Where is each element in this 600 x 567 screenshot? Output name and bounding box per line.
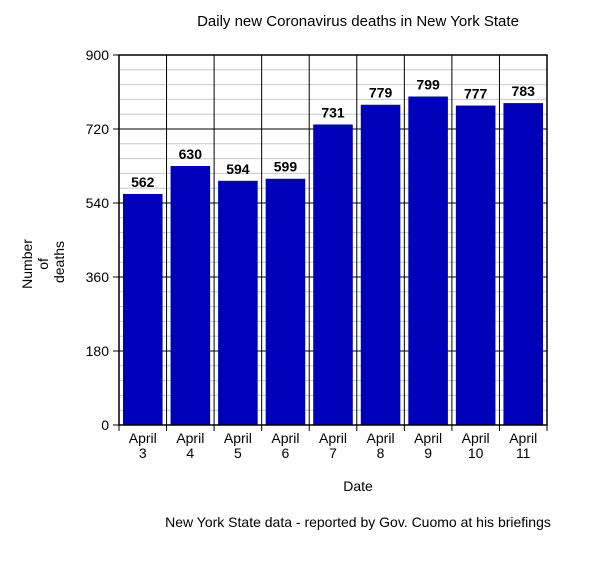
data-label: 594	[226, 161, 250, 177]
y-tick-label: 720	[86, 121, 110, 137]
bar	[218, 180, 258, 425]
y-tick-label: 540	[86, 195, 110, 211]
x-tick-label: April 9	[414, 430, 442, 461]
x-axis-label: Date	[343, 478, 373, 494]
bars: 562 630 594 599 731 779 799 777 783	[123, 77, 543, 426]
data-label: 777	[464, 86, 488, 102]
y-tick-label: 180	[86, 343, 110, 359]
x-tick-label: April 4	[176, 430, 204, 461]
bar	[170, 166, 211, 425]
y-tick-label: 360	[86, 269, 110, 285]
data-label: 731	[321, 104, 345, 120]
x-tick-label: April 5	[224, 430, 252, 461]
y-tick-label: 0	[101, 417, 109, 433]
x-tick-label: April 10	[462, 430, 490, 461]
x-tick-label: April 8	[367, 430, 395, 461]
bar	[408, 96, 448, 426]
data-label: 799	[416, 77, 440, 93]
data-label: 630	[179, 146, 203, 162]
y-axis-label-line-3: deaths	[51, 241, 67, 283]
data-label: 562	[131, 174, 155, 190]
footnote: New York State data - reported by Gov. C…	[165, 514, 551, 530]
chart-title: Daily new Coronavirus deaths in New York…	[197, 13, 519, 30]
bar	[265, 178, 306, 425]
plot-frame	[118, 54, 548, 426]
x-axis: April 3 April 4 April 5 April 6 April 7 April 8 Apri…	[118, 425, 548, 461]
bar	[503, 103, 543, 425]
x-tick-label: April 3	[129, 430, 157, 461]
data-label: 783	[512, 83, 536, 99]
x-tick-label: April 7	[319, 430, 347, 461]
y-axis-label-line-2: of	[35, 258, 51, 270]
data-label: 779	[369, 85, 393, 101]
x-tick-label: April 6	[271, 430, 299, 461]
y-tick-label: 900	[86, 47, 110, 63]
y-axis-label: Number of deaths	[19, 235, 67, 289]
bar	[313, 124, 353, 425]
y-axis: 0 180 360 540 720 900	[86, 47, 119, 433]
bar	[455, 105, 496, 426]
x-tick-label: April 11	[509, 430, 537, 461]
plot-border	[118, 54, 548, 426]
bar	[360, 104, 401, 425]
y-axis-label-line-1: Number	[19, 239, 35, 289]
bar	[123, 193, 163, 425]
data-label: 599	[274, 159, 298, 175]
